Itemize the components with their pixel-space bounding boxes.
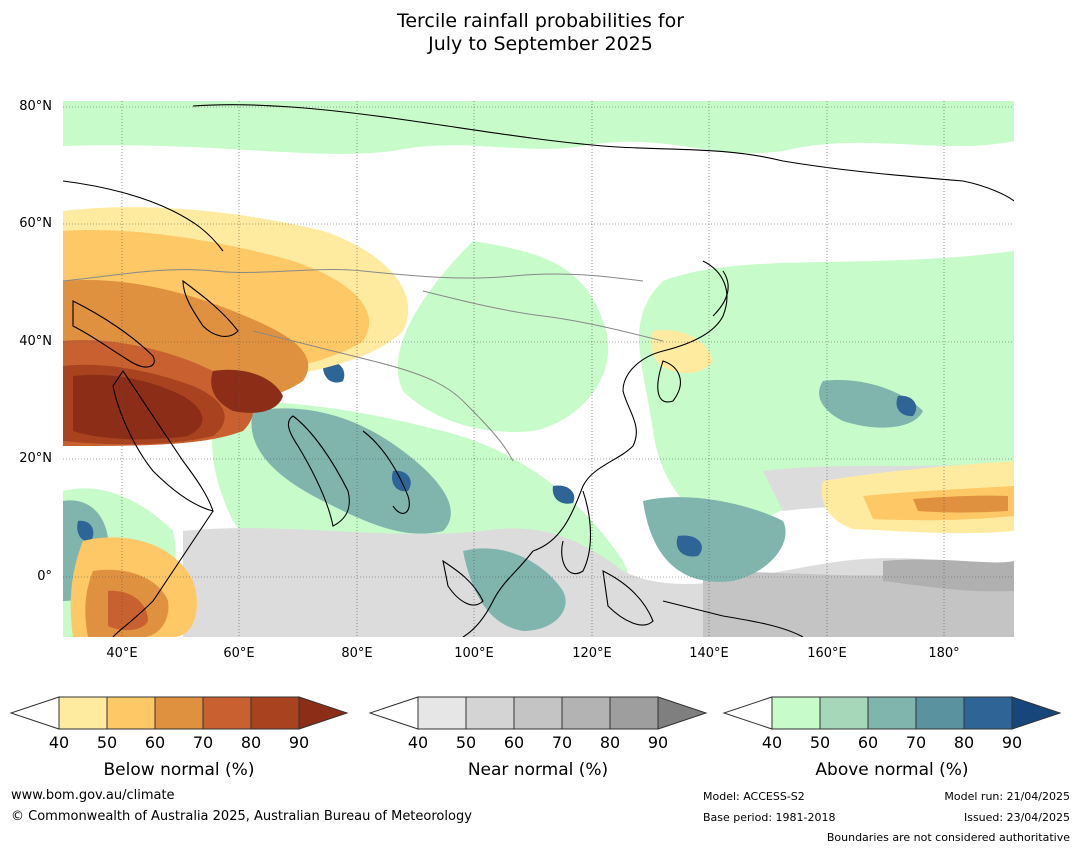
issued-date: Issued: 23/04/2025 bbox=[963, 811, 1070, 824]
rainfall-probability-map bbox=[63, 101, 1014, 637]
colorbar-segment bbox=[819, 696, 869, 730]
copyright: © Commonwealth of Australia 2025, Austra… bbox=[11, 809, 472, 824]
lon-label-120e: 120°E bbox=[572, 646, 612, 661]
website-link[interactable]: www.bom.gov.au/climate bbox=[11, 788, 175, 803]
colorbar-extend-low bbox=[368, 696, 419, 730]
lon-label-60e: 60°E bbox=[223, 646, 255, 661]
colorbar-extend-low bbox=[722, 696, 773, 730]
colorbar-extend-high bbox=[298, 696, 349, 730]
lon-label-180: 180° bbox=[928, 646, 960, 661]
colorbar-tick-label: 50 bbox=[455, 733, 477, 752]
below-normal-label: Below normal (%) bbox=[103, 760, 255, 780]
colorbar-segment bbox=[771, 696, 821, 730]
colorbar-segment bbox=[513, 696, 563, 730]
title-line-1: Tercile rainfall probabilities for bbox=[396, 10, 685, 32]
colorbar-tick-label: 90 bbox=[288, 733, 310, 752]
lat-label-80n: 80°N bbox=[19, 99, 52, 114]
graticule bbox=[63, 101, 1014, 637]
colorbar-tick-label: 60 bbox=[503, 733, 525, 752]
lon-label-140e: 140°E bbox=[689, 646, 729, 661]
colorbar-extend-high bbox=[657, 696, 708, 730]
colorbar-tick-label: 80 bbox=[240, 733, 262, 752]
map-title: Tercile rainfall probabilities for July … bbox=[0, 10, 1081, 56]
colorbars bbox=[9, 696, 1062, 730]
lon-label-80e: 80°E bbox=[341, 646, 373, 661]
below-normal-region bbox=[63, 207, 409, 446]
colorbar-tick-label: 50 bbox=[809, 733, 831, 752]
colorbar-tick-label: 60 bbox=[857, 733, 879, 752]
colorbar-tick-label: 40 bbox=[48, 733, 70, 752]
colorbar-tick-label: 70 bbox=[551, 733, 573, 752]
colorbar-below-normal bbox=[9, 696, 349, 730]
below-normal-africa bbox=[70, 537, 197, 637]
colorbar-segment bbox=[250, 696, 300, 730]
country-borders bbox=[63, 269, 664, 462]
colorbar-segment bbox=[417, 696, 467, 730]
colorbar-segment bbox=[154, 696, 204, 730]
colorbar-segment bbox=[915, 696, 965, 730]
title-line-2: July to September 2025 bbox=[428, 33, 653, 55]
colorbar-tick-label: 90 bbox=[1001, 733, 1023, 752]
model-run: Model run: 21/04/2025 bbox=[944, 790, 1070, 803]
colorbar-segment bbox=[867, 696, 917, 730]
colorbar-tick-label: 50 bbox=[96, 733, 118, 752]
below-normal-pacific bbox=[650, 330, 1014, 534]
above-normal-label: Above normal (%) bbox=[815, 760, 969, 780]
lat-label-0: 0° bbox=[37, 569, 52, 584]
colorbar-segment bbox=[106, 696, 156, 730]
colorbar-segment bbox=[58, 696, 108, 730]
colorbar-segment bbox=[561, 696, 611, 730]
colorbar-segment bbox=[465, 696, 515, 730]
colorbar-tick-label: 80 bbox=[599, 733, 621, 752]
colorbar-near-normal bbox=[368, 696, 708, 730]
near-normal-label: Near normal (%) bbox=[467, 760, 609, 780]
colorbar-tick-label: 40 bbox=[407, 733, 429, 752]
colorbar-segment bbox=[202, 696, 252, 730]
colorbar-tick-label: 60 bbox=[144, 733, 166, 752]
model-name: Model: ACCESS-S2 bbox=[703, 790, 805, 803]
colorbar-above-normal bbox=[722, 696, 1062, 730]
lon-label-40e: 40°E bbox=[106, 646, 138, 661]
colorbar-segment bbox=[963, 696, 1013, 730]
lat-label-40n: 40°N bbox=[19, 334, 52, 349]
colorbar-extend-low bbox=[9, 696, 60, 730]
lat-label-20n: 20°N bbox=[19, 451, 52, 466]
lon-label-100e: 100°E bbox=[454, 646, 494, 661]
colorbar-tick-label: 90 bbox=[647, 733, 669, 752]
colorbar-tick-label: 70 bbox=[192, 733, 214, 752]
base-period: Base period: 1981-2018 bbox=[703, 811, 836, 824]
colorbar-tick-label: 80 bbox=[953, 733, 975, 752]
boundaries-note: Boundaries are not considered authoritat… bbox=[826, 831, 1070, 844]
colorbar-tick-label: 70 bbox=[905, 733, 927, 752]
colorbar-tick-label: 40 bbox=[761, 733, 783, 752]
lat-label-60n: 60°N bbox=[19, 216, 52, 231]
lon-label-160e: 160°E bbox=[807, 646, 847, 661]
colorbar-extend-high bbox=[1011, 696, 1062, 730]
colorbar-segment bbox=[609, 696, 659, 730]
